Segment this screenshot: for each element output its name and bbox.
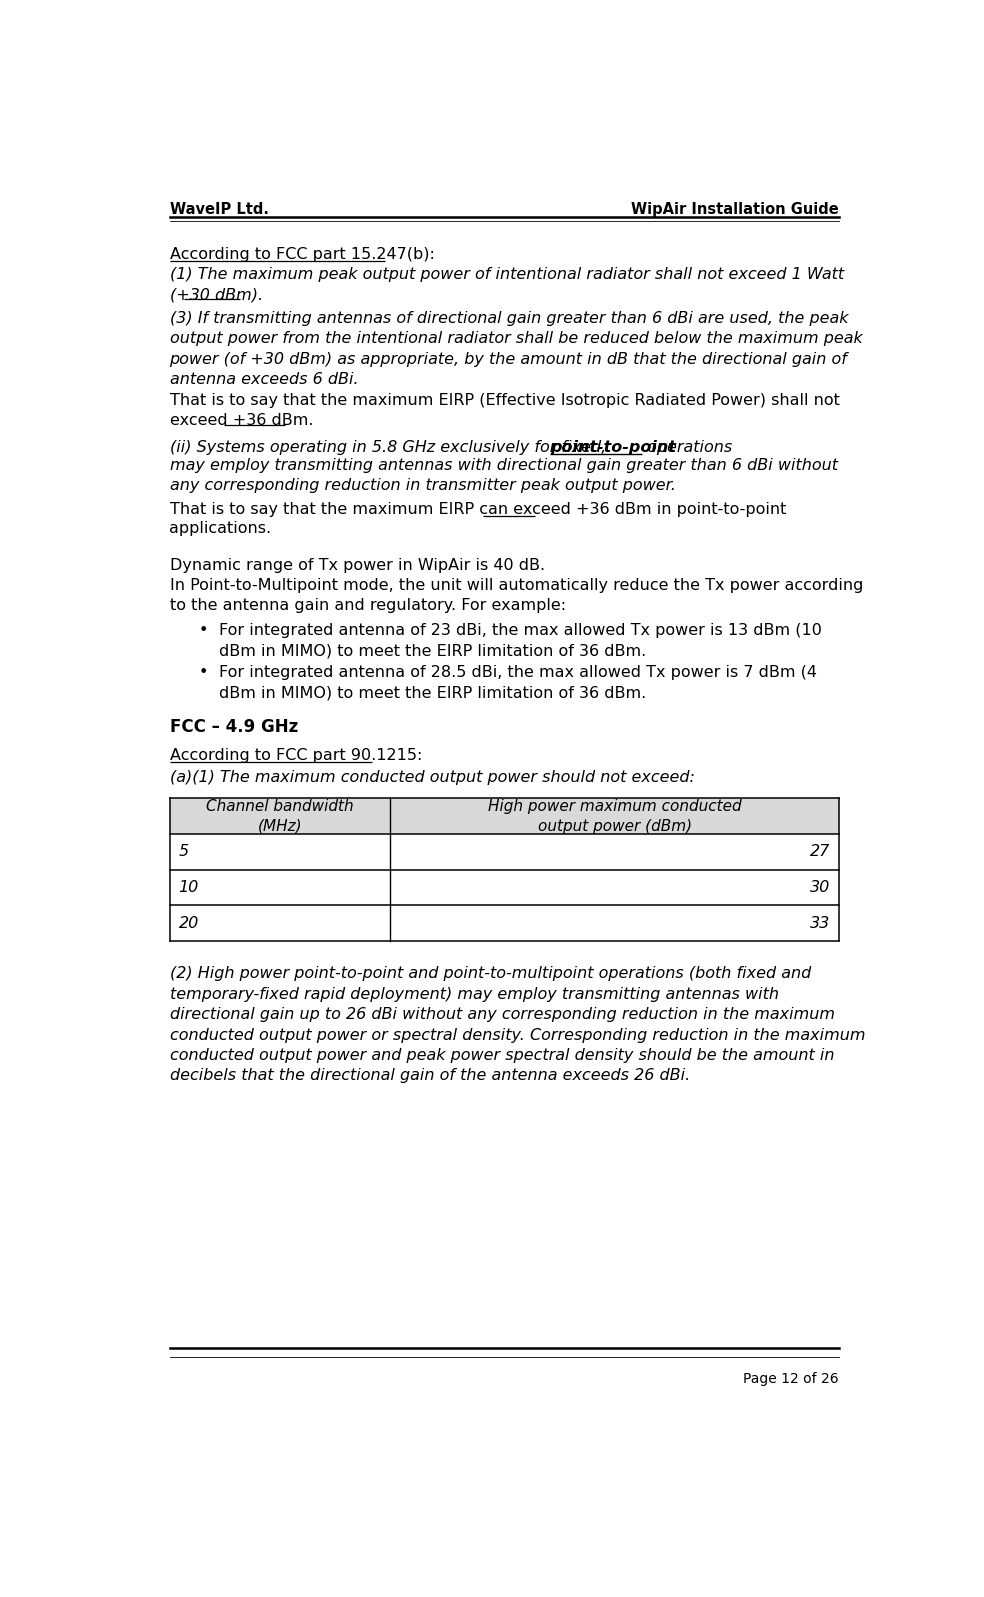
Text: Dynamic range of Tx power in WipAir is 40 dB.: Dynamic range of Tx power in WipAir is 4… (169, 559, 544, 573)
Text: Page 12 of 26: Page 12 of 26 (744, 1372, 839, 1386)
Text: For integrated antenna of 28.5 dBi, the max allowed Tx power is 7 dBm (4
dBm in : For integrated antenna of 28.5 dBi, the … (219, 664, 817, 701)
Text: According to FCC part 90.1215:: According to FCC part 90.1215: (169, 749, 422, 763)
Text: may employ transmitting antennas with directional gain greater than 6 dBi withou: may employ transmitting antennas with di… (169, 458, 837, 493)
Text: •: • (199, 623, 208, 637)
Text: applications.: applications. (169, 521, 272, 537)
Text: (a)(1) The maximum conducted output power should not exceed:: (a)(1) The maximum conducted output powe… (169, 770, 695, 786)
Text: point-to-point: point-to-point (550, 439, 676, 455)
Text: •: • (199, 664, 208, 680)
Text: According to FCC part 15.247(b):: According to FCC part 15.247(b): (169, 248, 434, 262)
Text: (1) The maximum peak output power of intentional radiator shall not exceed 1 Wat: (1) The maximum peak output power of int… (169, 267, 843, 303)
Text: For integrated antenna of 23 dBi, the max allowed Tx power is 13 dBm (10
dBm in : For integrated antenna of 23 dBi, the ma… (219, 623, 822, 658)
Text: 20: 20 (179, 915, 199, 931)
Text: (2) High power point-to-point and point-to-multipoint operations (both fixed and: (2) High power point-to-point and point-… (169, 966, 865, 1083)
Text: FCC – 4.9 GHz: FCC – 4.9 GHz (169, 717, 298, 736)
Text: Channel bandwidth
(MHz): Channel bandwidth (MHz) (207, 798, 354, 834)
Text: 30: 30 (810, 880, 830, 894)
Text: WaveIP Ltd.: WaveIP Ltd. (169, 201, 269, 217)
Polygon shape (169, 798, 839, 834)
Text: 27: 27 (810, 845, 830, 859)
Text: High power maximum conducted
output power (dBm): High power maximum conducted output powe… (488, 798, 742, 834)
Text: operations: operations (642, 439, 732, 455)
Text: That is to say that the maximum EIRP can exceed +36 dBm in point-to-point: That is to say that the maximum EIRP can… (169, 501, 786, 517)
Text: In Point-to-Multipoint mode, the unit will automatically reduce the Tx power acc: In Point-to-Multipoint mode, the unit wi… (169, 578, 863, 613)
Text: (3) If transmitting antennas of directional gain greater than 6 dBi are used, th: (3) If transmitting antennas of directio… (169, 311, 862, 386)
Text: 10: 10 (179, 880, 199, 894)
Text: That is to say that the maximum EIRP (Effective Isotropic Radiated Power) shall : That is to say that the maximum EIRP (Ef… (169, 393, 839, 428)
Text: WipAir Installation Guide: WipAir Installation Guide (632, 201, 839, 217)
Text: (ii) Systems operating in 5.8 GHz exclusively for fixed,: (ii) Systems operating in 5.8 GHz exclus… (169, 439, 616, 455)
Text: 5: 5 (179, 845, 189, 859)
Text: 33: 33 (810, 915, 830, 931)
